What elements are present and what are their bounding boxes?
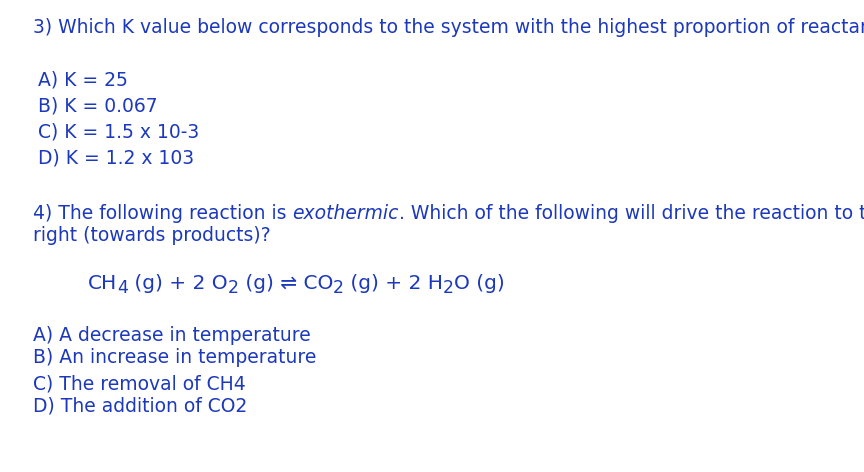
Text: C) K = 1.5 x 10-3: C) K = 1.5 x 10-3 [38, 122, 199, 141]
Text: A) K = 25: A) K = 25 [38, 70, 128, 89]
Text: . Which of the following will drive the reaction to the: . Which of the following will drive the … [398, 204, 864, 223]
Text: 2: 2 [333, 279, 344, 297]
Text: 4: 4 [118, 279, 128, 297]
Text: D) K = 1.2 x 103: D) K = 1.2 x 103 [38, 148, 194, 167]
Text: 3) Which K value below corresponds to the system with the highest proportion of : 3) Which K value below corresponds to th… [33, 18, 864, 37]
Text: 2: 2 [227, 279, 238, 297]
Text: 4) The following reaction is: 4) The following reaction is [33, 204, 292, 223]
Text: right (towards products)?: right (towards products)? [33, 226, 270, 245]
Text: B) An increase in temperature: B) An increase in temperature [33, 348, 316, 367]
Text: A) A decrease in temperature: A) A decrease in temperature [33, 326, 310, 345]
Text: 2: 2 [443, 279, 454, 297]
Text: (g) + 2 H: (g) + 2 H [344, 274, 443, 293]
Text: O (g): O (g) [454, 274, 505, 293]
Text: (g) + 2 O: (g) + 2 O [128, 274, 227, 293]
Text: B) K = 0.067: B) K = 0.067 [38, 96, 157, 115]
Text: exothermic: exothermic [292, 204, 398, 223]
Text: C) The removal of CH4: C) The removal of CH4 [33, 374, 245, 393]
Text: D) The addition of CO2: D) The addition of CO2 [33, 396, 247, 415]
Text: CH: CH [88, 274, 118, 293]
Text: (g) ⇌ CO: (g) ⇌ CO [238, 274, 333, 293]
